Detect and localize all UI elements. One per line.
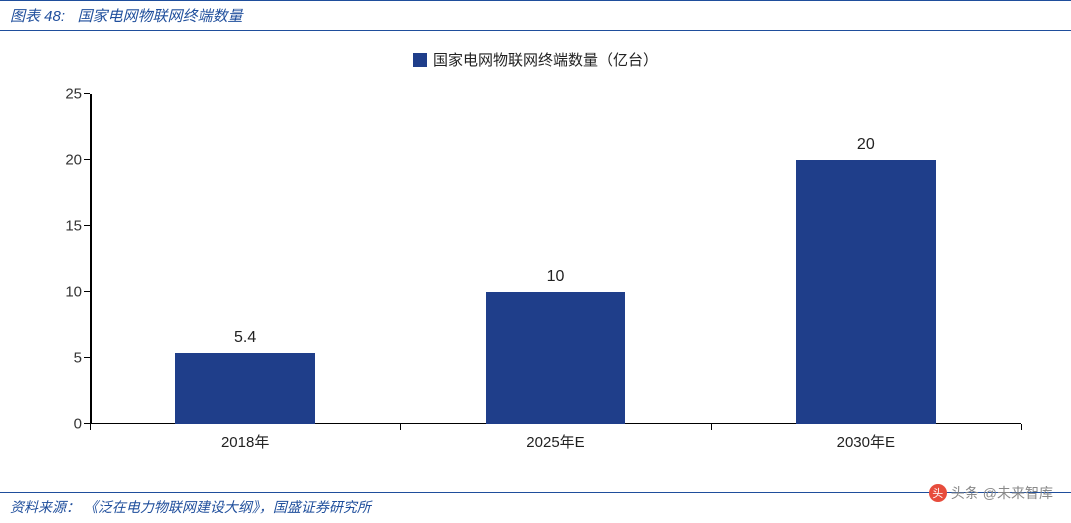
x-tick-mark [1021, 424, 1022, 430]
y-tick-label: 20 [50, 152, 82, 169]
y-tick-mark [84, 357, 90, 358]
bar-chart: 0 5 10 15 20 25 5.4 2018年 10 2025年E 20 2030年E [50, 84, 1031, 464]
bar: 5.4 [175, 353, 315, 424]
watermark-badge-icon: 头 [929, 484, 947, 502]
x-tick-mark [711, 424, 712, 430]
bar-value-label: 10 [486, 268, 626, 286]
x-tick-mark [90, 424, 91, 430]
y-axis [90, 94, 92, 424]
x-tick-label: 2025年E [400, 431, 710, 452]
watermark: 头 头条 @未来智库 [929, 483, 1053, 503]
source-text: 《泛在电力物联网建设大纲》，国盛证券研究所 [84, 499, 371, 515]
figure-header: 图表 48: 国家电网物联网终端数量 [0, 0, 1071, 31]
y-tick-label: 15 [50, 218, 82, 235]
y-tick-mark [84, 291, 90, 292]
bar-value-label: 5.4 [175, 329, 315, 347]
watermark-prefix: 头条 [951, 483, 979, 503]
figure-footer: 资料来源： 《泛在电力物联网建设大纲》，国盛证券研究所 [0, 492, 1071, 517]
bar: 10 [486, 292, 626, 424]
y-tick-label: 5 [50, 350, 82, 367]
x-tick-mark [400, 424, 401, 430]
y-tick-label: 25 [50, 86, 82, 103]
x-tick-label: 2030年E [711, 431, 1021, 452]
y-tick-mark [84, 93, 90, 94]
watermark-handle: @未来智库 [983, 483, 1053, 503]
bar-value-label: 20 [796, 136, 936, 154]
chart-legend: 国家电网物联网终端数量（亿台） [0, 49, 1071, 70]
figure-title: 国家电网物联网终端数量 [78, 8, 243, 25]
legend-label: 国家电网物联网终端数量（亿台） [433, 52, 658, 69]
source-label: 资料来源： [10, 499, 80, 515]
legend-swatch [413, 53, 427, 67]
y-tick-mark [84, 159, 90, 160]
y-tick-mark [84, 225, 90, 226]
y-tick-label: 0 [50, 416, 82, 433]
x-tick-label: 2018年 [90, 431, 400, 452]
bar: 20 [796, 160, 936, 424]
y-tick-label: 10 [50, 284, 82, 301]
figure-number: 图表 48: [10, 8, 65, 25]
